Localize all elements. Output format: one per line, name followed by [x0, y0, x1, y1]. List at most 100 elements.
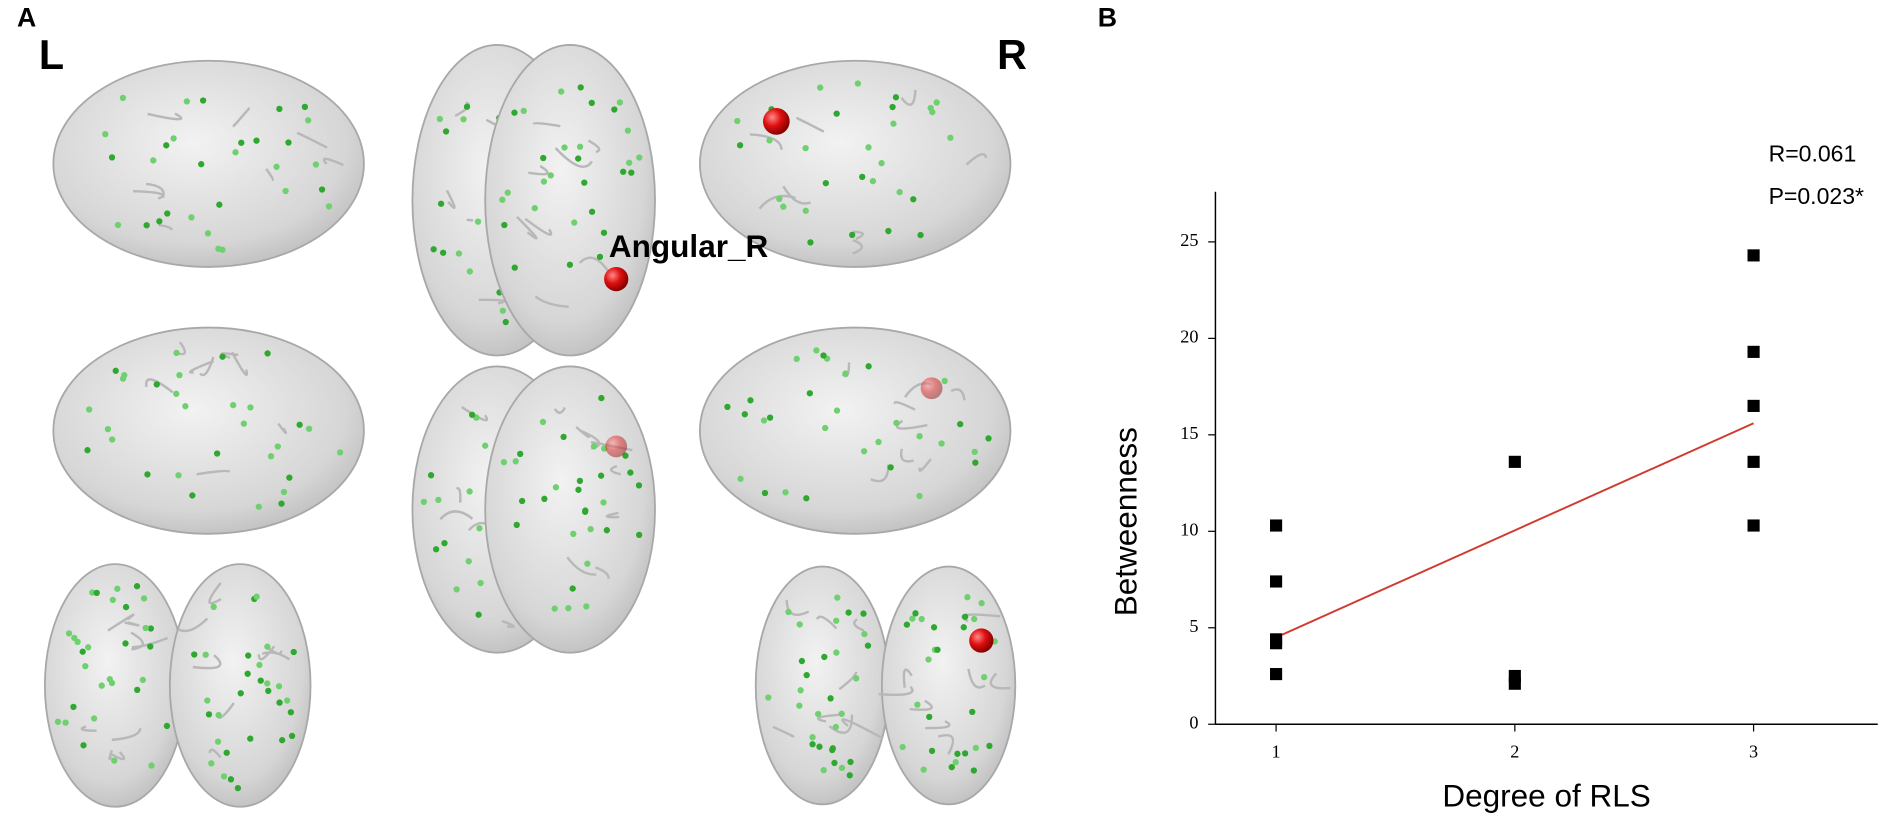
node-dot [849, 231, 856, 239]
node-dot [576, 477, 584, 485]
node-dot [219, 353, 226, 360]
node-dot [831, 759, 838, 767]
node-dot [912, 610, 919, 617]
node-dot [173, 349, 180, 357]
node-dot [960, 624, 967, 631]
brain-sulcus [145, 378, 174, 394]
brain-surface [698, 326, 1012, 535]
node-dot [588, 99, 595, 107]
node-dot [512, 458, 519, 465]
node-dot [93, 589, 100, 597]
node-dot [173, 390, 180, 397]
node-dot [737, 475, 744, 482]
brain-sulcus [131, 636, 169, 649]
node-dot [114, 585, 121, 592]
node-dot [952, 759, 959, 766]
node-dot [806, 390, 813, 397]
brain-sulcus [296, 131, 328, 149]
node-dot [803, 495, 810, 502]
node-dot [930, 624, 938, 631]
node-dot [736, 142, 744, 149]
node-dot [189, 492, 196, 499]
node-dot [985, 435, 992, 442]
brain-sulcus [785, 599, 810, 616]
node-dot [560, 433, 567, 441]
y-tick-label: 20 [1180, 327, 1198, 347]
brain-sulcus [188, 359, 215, 374]
node-dot [98, 682, 105, 689]
node-dot [420, 498, 428, 506]
node-dot [476, 525, 483, 532]
node-dot [122, 640, 129, 647]
node-dot [163, 722, 171, 730]
node-dot [918, 615, 925, 623]
node-dot [441, 539, 448, 547]
node-dot [761, 489, 769, 497]
brain-sulcus [196, 469, 231, 476]
node-dot [511, 264, 518, 271]
node-dot [205, 711, 213, 718]
highlight-node [969, 628, 994, 653]
node-dot [285, 139, 292, 146]
node-dot [822, 179, 829, 187]
node-dot [202, 651, 209, 658]
node-dot [816, 743, 823, 750]
node-dot [114, 221, 122, 229]
brain-sulcus [796, 116, 825, 133]
node-dot [214, 738, 222, 745]
brain-sulcus [950, 388, 966, 401]
point [1508, 455, 1521, 468]
brain-sulcus [893, 401, 916, 411]
node-dot [540, 178, 548, 185]
node-dot [267, 453, 275, 460]
point [1747, 345, 1760, 358]
node-dot [119, 375, 127, 382]
brain-sulcus [177, 617, 209, 633]
y-tick-label: 10 [1180, 519, 1198, 539]
highlight-node [920, 377, 943, 400]
node-dot [785, 608, 792, 616]
point [1747, 519, 1760, 532]
brain-sulcus [782, 185, 811, 205]
brain-sulcus [147, 112, 183, 121]
node-dot [899, 743, 906, 751]
node-dot [822, 424, 829, 432]
node-dot [887, 464, 894, 471]
node-dot [978, 600, 985, 607]
node-dot [442, 128, 450, 135]
node-dot [466, 268, 473, 275]
node-dot [964, 594, 971, 601]
node-dot [892, 94, 900, 101]
node-dot [253, 137, 260, 144]
node-dot [475, 611, 482, 618]
node-dot [82, 663, 89, 670]
node-dot [463, 103, 471, 110]
node-dot [903, 621, 911, 628]
node-dot [111, 757, 118, 764]
node-dot [282, 187, 289, 195]
node-dot [540, 154, 547, 162]
point [1270, 668, 1283, 681]
brain-sulcus [277, 422, 288, 435]
node-dot [220, 773, 228, 780]
brain-sulcus [111, 727, 142, 742]
node-dot [276, 699, 283, 706]
brain-sulcus [220, 352, 239, 359]
brain-sulcus [815, 615, 838, 630]
node-dot [279, 737, 286, 744]
node-dot [827, 695, 834, 702]
brain-sulcus [566, 556, 597, 576]
node-dot [257, 677, 264, 684]
node-dot [264, 643, 271, 650]
node-dot [520, 107, 527, 115]
node-dot [598, 394, 605, 402]
node-dot [460, 116, 467, 123]
brain-sulcus [902, 668, 913, 688]
node-dot [296, 421, 303, 428]
node-dot [455, 250, 463, 257]
node-dot [244, 670, 251, 677]
node-dot [954, 750, 961, 757]
brain-sulcus [909, 699, 933, 711]
node-dot [122, 603, 130, 611]
node-dot [482, 442, 489, 449]
